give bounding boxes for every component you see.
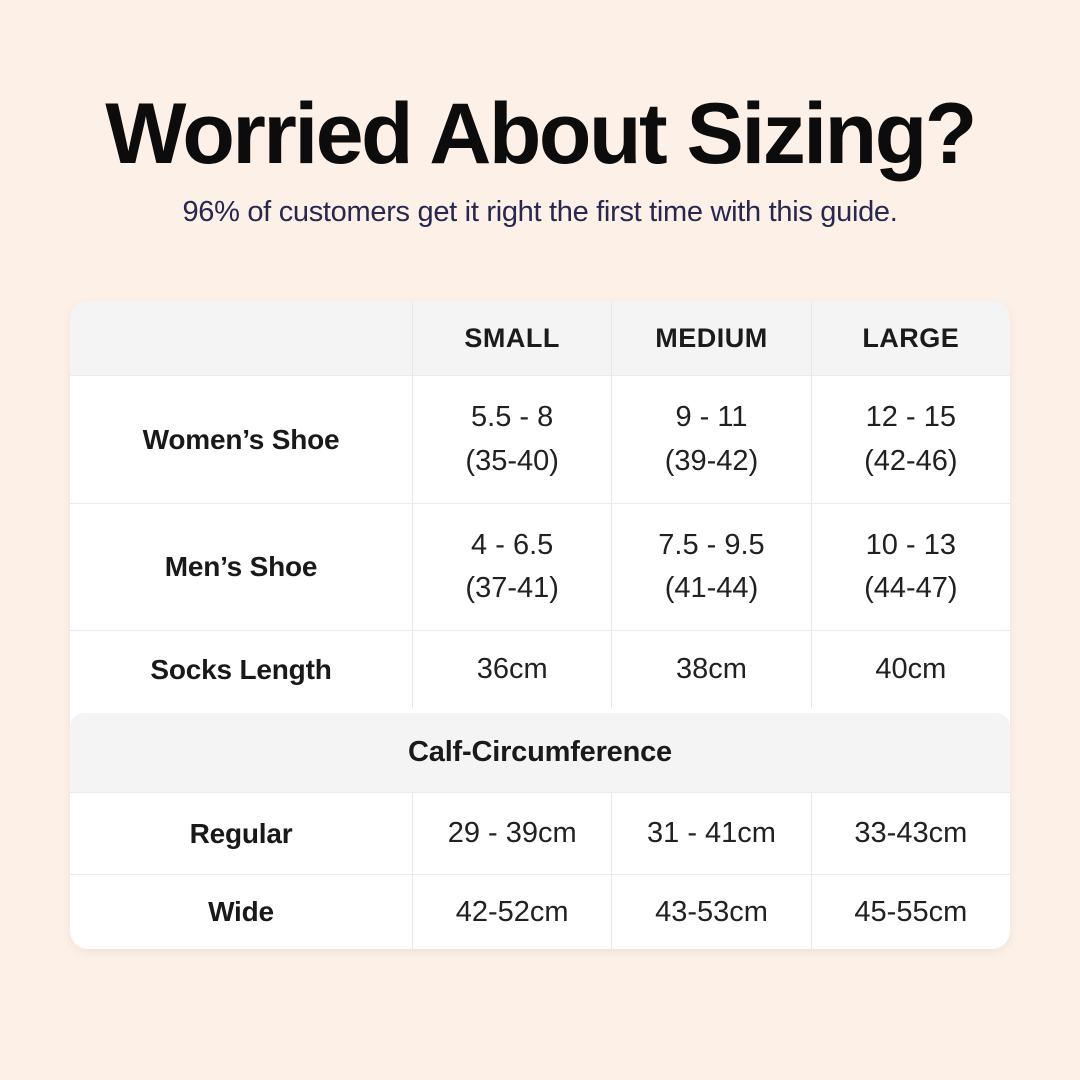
size-value-eu: (44-47) (864, 572, 958, 605)
row-label-cell: Men’s Shoe (70, 504, 412, 630)
row-label-cell: Regular (70, 793, 412, 874)
size-value: 40cm (875, 653, 947, 686)
header-cell-medium: MEDIUM (611, 301, 810, 376)
row-label: Regular (189, 817, 293, 849)
size-cell-socks-large: 40cm (810, 631, 1010, 709)
size-cell-wide-small: 42-52cm (412, 875, 611, 950)
size-value: 36cm (476, 653, 548, 686)
size-value: 10 - 13 (865, 528, 956, 561)
size-cell-socks-medium: 38cm (611, 631, 810, 709)
size-cell-womens-large: 12 - 15 (42-46) (810, 376, 1010, 504)
size-value-eu: (42-46) (864, 444, 958, 477)
row-label-cell: Wide (70, 875, 412, 949)
size-cell-mens-small: 4 - 6.5 (37-41) (412, 504, 611, 631)
size-cell-wide-medium: 43-53cm (611, 875, 810, 950)
size-value-eu: (37-41) (465, 572, 559, 605)
size-value: 7.5 - 9.5 (658, 528, 765, 561)
size-chart-card: SMALL MEDIUM LARGE Women’s Shoe 5.5 - 8 … (70, 301, 1010, 950)
table-row-mens-shoe: Men’s Shoe 4 - 6.5 (37-41) 7.5 - 9.5 (41… (70, 503, 1010, 631)
size-value: 12 - 15 (865, 401, 956, 434)
hero-section: Worried About Sizing? 96% of customers g… (0, 86, 1080, 229)
size-value: 43-53cm (655, 895, 768, 928)
page-subtitle: 96% of customers get it right the first … (182, 196, 898, 229)
row-label: Socks Length (150, 653, 332, 685)
size-value: 33-43cm (854, 817, 968, 850)
table-row-womens-shoe: Women’s Shoe 5.5 - 8 (35-40) 9 - 11 (39-… (70, 375, 1010, 504)
size-cell-regular-large: 33-43cm (810, 793, 1010, 875)
header-cell-empty (70, 301, 412, 375)
size-value: 31 - 41cm (647, 817, 776, 850)
size-value: 45-55cm (854, 895, 968, 928)
size-cell-womens-medium: 9 - 11 (39-42) (611, 376, 810, 504)
size-cell-mens-medium: 7.5 - 9.5 (41-44) (611, 504, 810, 631)
table-header-row: SMALL MEDIUM LARGE (70, 301, 1010, 376)
size-cell-socks-small: 36cm (412, 631, 611, 709)
section-header-calf-circumference: Calf-Circumference (70, 713, 1010, 793)
size-cell-regular-small: 29 - 39cm (412, 793, 611, 875)
size-value-eu: (39-42) (664, 444, 759, 477)
table-row-wide: Wide 42-52cm 43-53cm 45-55cm (70, 874, 1010, 950)
size-cell-wide-large: 45-55cm (810, 875, 1010, 950)
table-row-socks-length: Socks Length 36cm 38cm 40cm (70, 630, 1010, 709)
size-value: 42-52cm (455, 895, 569, 928)
table-row-regular: Regular 29 - 39cm 31 - 41cm 33-43cm (70, 792, 1010, 875)
size-value: 5.5 - 8 (471, 401, 554, 434)
row-label-cell: Socks Length (70, 631, 412, 708)
size-cell-regular-medium: 31 - 41cm (611, 793, 810, 875)
size-cell-mens-large: 10 - 13 (44-47) (810, 504, 1010, 631)
row-label: Women’s Shoe (142, 423, 340, 455)
page-title: Worried About Sizing? (105, 86, 977, 182)
size-value: 29 - 39cm (447, 817, 577, 850)
size-value-eu: (35-40) (465, 444, 559, 477)
size-value: 38cm (676, 653, 747, 686)
row-label: Men’s Shoe (164, 551, 318, 583)
size-value-eu: (41-44) (664, 572, 759, 605)
row-label: Wide (208, 896, 274, 928)
row-label-cell: Women’s Shoe (70, 376, 412, 503)
size-cell-womens-small: 5.5 - 8 (35-40) (412, 376, 611, 504)
size-value: 4 - 6.5 (471, 528, 554, 561)
header-cell-large: LARGE (810, 301, 1010, 376)
size-value: 9 - 11 (675, 401, 748, 434)
header-cell-small: SMALL (412, 301, 611, 376)
